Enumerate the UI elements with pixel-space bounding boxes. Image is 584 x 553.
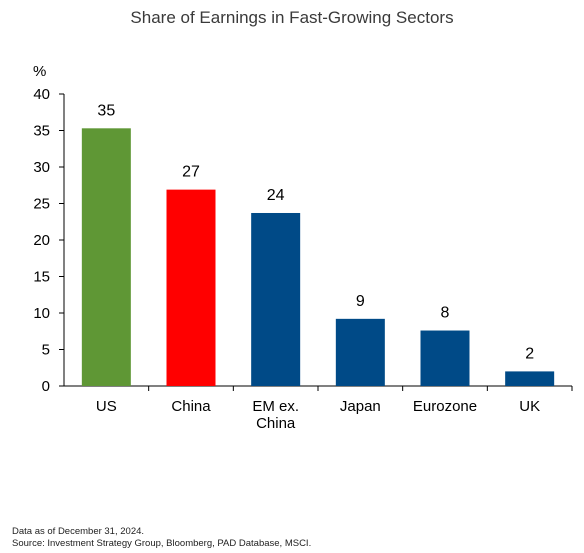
bar-uk (505, 371, 555, 386)
y-axis-unit-label: % (33, 63, 47, 80)
data-label: 2 (525, 345, 534, 362)
data-label: 24 (267, 187, 285, 204)
y-tick-label: 40 (33, 86, 50, 103)
data-label: 9 (356, 293, 365, 310)
x-category-label: EM ex. China (252, 398, 299, 432)
bar-us (81, 128, 131, 386)
data-label: 8 (441, 305, 450, 322)
y-tick-label: 20 (33, 232, 50, 249)
x-category-label: Japan (340, 398, 381, 415)
footnote-date: Data as of December 31, 2024. (12, 526, 145, 537)
bar-em-ex-china (251, 212, 301, 386)
data-label: 27 (182, 164, 200, 181)
y-tick-label: 0 (42, 378, 50, 395)
y-tick-label: 5 (42, 342, 50, 359)
x-category-label: China (171, 398, 211, 415)
bar-china (166, 189, 216, 386)
footnote-source: Source: Investment Strategy Group, Bloom… (12, 538, 312, 549)
x-category-label: UK (519, 398, 540, 415)
x-category-label: US (96, 398, 117, 415)
chart-title: Share of Earnings in Fast-Growing Sector… (130, 8, 454, 27)
y-tick-label: 30 (33, 159, 50, 176)
bar-japan (335, 318, 385, 386)
y-tick-label: 35 (33, 123, 50, 140)
y-tick-label: 25 (33, 196, 50, 213)
bar-eurozone (420, 330, 470, 386)
x-category-label: Eurozone (413, 398, 477, 415)
y-tick-label: 15 (33, 269, 50, 286)
y-tick-label: 10 (33, 305, 50, 322)
data-label: 35 (97, 102, 115, 119)
